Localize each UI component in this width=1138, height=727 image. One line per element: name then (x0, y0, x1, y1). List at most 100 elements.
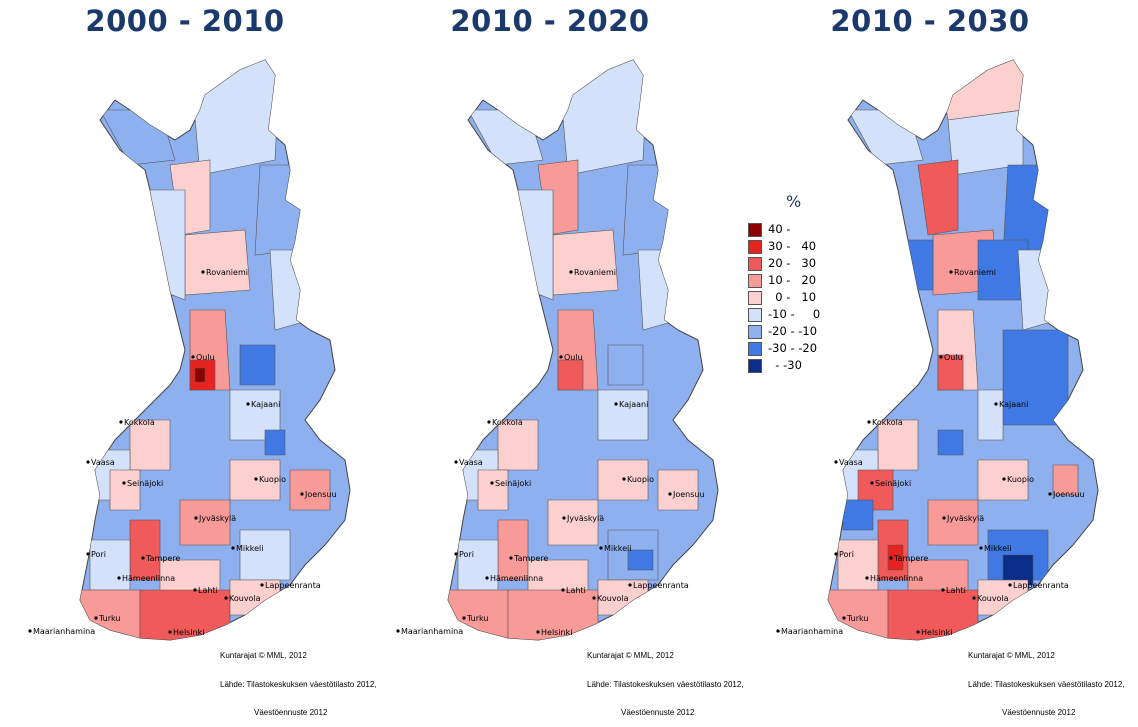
city-label: Tampere (513, 554, 548, 563)
city-dot (628, 583, 632, 587)
city-dot (1008, 583, 1012, 587)
city-dot (842, 616, 846, 620)
city-label: Lahti (198, 586, 218, 595)
city-dot (119, 420, 123, 424)
city-dot (1048, 492, 1052, 496)
legend-swatch (748, 257, 762, 271)
legend-label: 40 - (768, 222, 791, 236)
city-label: Oulu (564, 353, 583, 362)
city-label: Kajaani (619, 400, 648, 409)
city-label: Hämeenlinna (490, 574, 543, 583)
city-labels: Rovaniemi Oulu Kajaani Kokkola Vaasa Seinäjok… (28, 268, 1085, 637)
city-label: Seinäjoki (875, 479, 911, 488)
city-dot (562, 516, 566, 520)
legend-swatch (748, 359, 762, 373)
city-dot (916, 630, 920, 634)
city-label: Tampere (145, 554, 180, 563)
legend-label: 10 - 20 (768, 273, 817, 287)
city-dot (949, 270, 953, 274)
city-label: Rovaniemi (206, 268, 248, 277)
city-label: Seinäjoki (495, 479, 531, 488)
city-dot (994, 402, 998, 406)
city-label: Oulu (944, 353, 963, 362)
city-label: Vaasa (839, 458, 863, 467)
city-dot (141, 556, 145, 560)
city-dot (972, 596, 976, 600)
legend-label: - -30 (768, 358, 802, 372)
city-label: Tampere (893, 554, 928, 563)
city-dot (569, 270, 573, 274)
credit-line: Kuntarajat © MML, 2012 (587, 651, 674, 660)
city-dot (622, 477, 626, 481)
legend-swatch (748, 308, 762, 322)
city-dot (979, 546, 983, 550)
city-label: Lahti (566, 586, 586, 595)
city-label: Kouvola (597, 594, 629, 603)
city-dot (599, 546, 603, 550)
city-label: Maarianhamina (401, 627, 463, 636)
credit-line: Väestöennuste 2012 (621, 708, 695, 717)
city-dot (668, 492, 672, 496)
city-dot (28, 629, 32, 633)
city-dot (870, 481, 874, 485)
city-dot (86, 552, 90, 556)
city-label: Vaasa (459, 458, 483, 467)
legend-swatch (748, 342, 762, 356)
finland-choropleth-maps: Rovaniemi Oulu Kajaani Kokkola Vaasa Seinäjok… (28, 59, 1099, 641)
city-label: Lappeenranta (633, 581, 689, 590)
legend-swatch (748, 325, 762, 339)
city-dot (122, 481, 126, 485)
legend-swatch (748, 240, 762, 254)
city-dot (487, 420, 491, 424)
legend-swatch (748, 274, 762, 288)
city-dot (194, 516, 198, 520)
city-label: Mikkeli (604, 544, 631, 553)
credit-line: Lähde: Tilastokeskuksen väestötilasto 20… (968, 679, 1125, 689)
city-dot (224, 596, 228, 600)
credit-line: Väestöennuste 2012 (254, 708, 328, 717)
legend-swatch (748, 291, 762, 305)
credits-panel-3: Kuntarajat © MML, 2012 Lähde: Tilastokes… (968, 632, 1125, 727)
city-dot (260, 583, 264, 587)
city-dot (1002, 477, 1006, 481)
map-panel-3: 2010 - 2030 (745, 0, 1115, 662)
city-label: Joensuu (672, 490, 705, 499)
city-label: Kokkola (492, 418, 523, 427)
panel-title: 2000 - 2010 (85, 4, 285, 38)
legend-label: -20 - -10 (768, 324, 818, 338)
city-label: Seinäjoki (127, 479, 163, 488)
legend-label: 30 - 40 (768, 239, 817, 253)
city-label: Oulu (196, 353, 215, 362)
city-dot (193, 588, 197, 592)
city-dot (942, 516, 946, 520)
city-label: Pori (91, 550, 106, 559)
panel-title: 2010 - 2020 (450, 4, 650, 38)
city-label: Lappeenranta (1013, 581, 1069, 590)
city-label: Kouvola (977, 594, 1009, 603)
city-dot (191, 355, 195, 359)
city-dot (485, 576, 489, 580)
city-label: Helsinki (921, 628, 952, 637)
legend-swatch (748, 223, 762, 237)
city-label: Mikkeli (984, 544, 1011, 553)
legend-title: % (786, 192, 802, 211)
map-panel-1: 2000 - 2010 (0, 0, 370, 662)
city-dot (865, 576, 869, 580)
city-label: Hämeenlinna (870, 574, 923, 583)
city-dot (396, 629, 400, 633)
city-label: Joensuu (1052, 490, 1085, 499)
city-label: Vaasa (91, 458, 115, 467)
city-dot (834, 552, 838, 556)
city-dot (300, 492, 304, 496)
city-label: Turku (846, 614, 869, 623)
city-dot (246, 402, 250, 406)
city-label: Lappeenranta (265, 581, 321, 590)
city-dot (86, 460, 90, 464)
credit-line: Kuntarajat © MML, 2012 (220, 651, 307, 660)
city-label: Pori (839, 550, 854, 559)
city-label: Lahti (946, 586, 966, 595)
city-dot (941, 588, 945, 592)
credits-panel-1: Kuntarajat © MML, 2012 Lähde: Tilastokes… (220, 632, 377, 727)
city-label: Jyväskylä (946, 514, 984, 523)
city-label: Kouvola (229, 594, 261, 603)
